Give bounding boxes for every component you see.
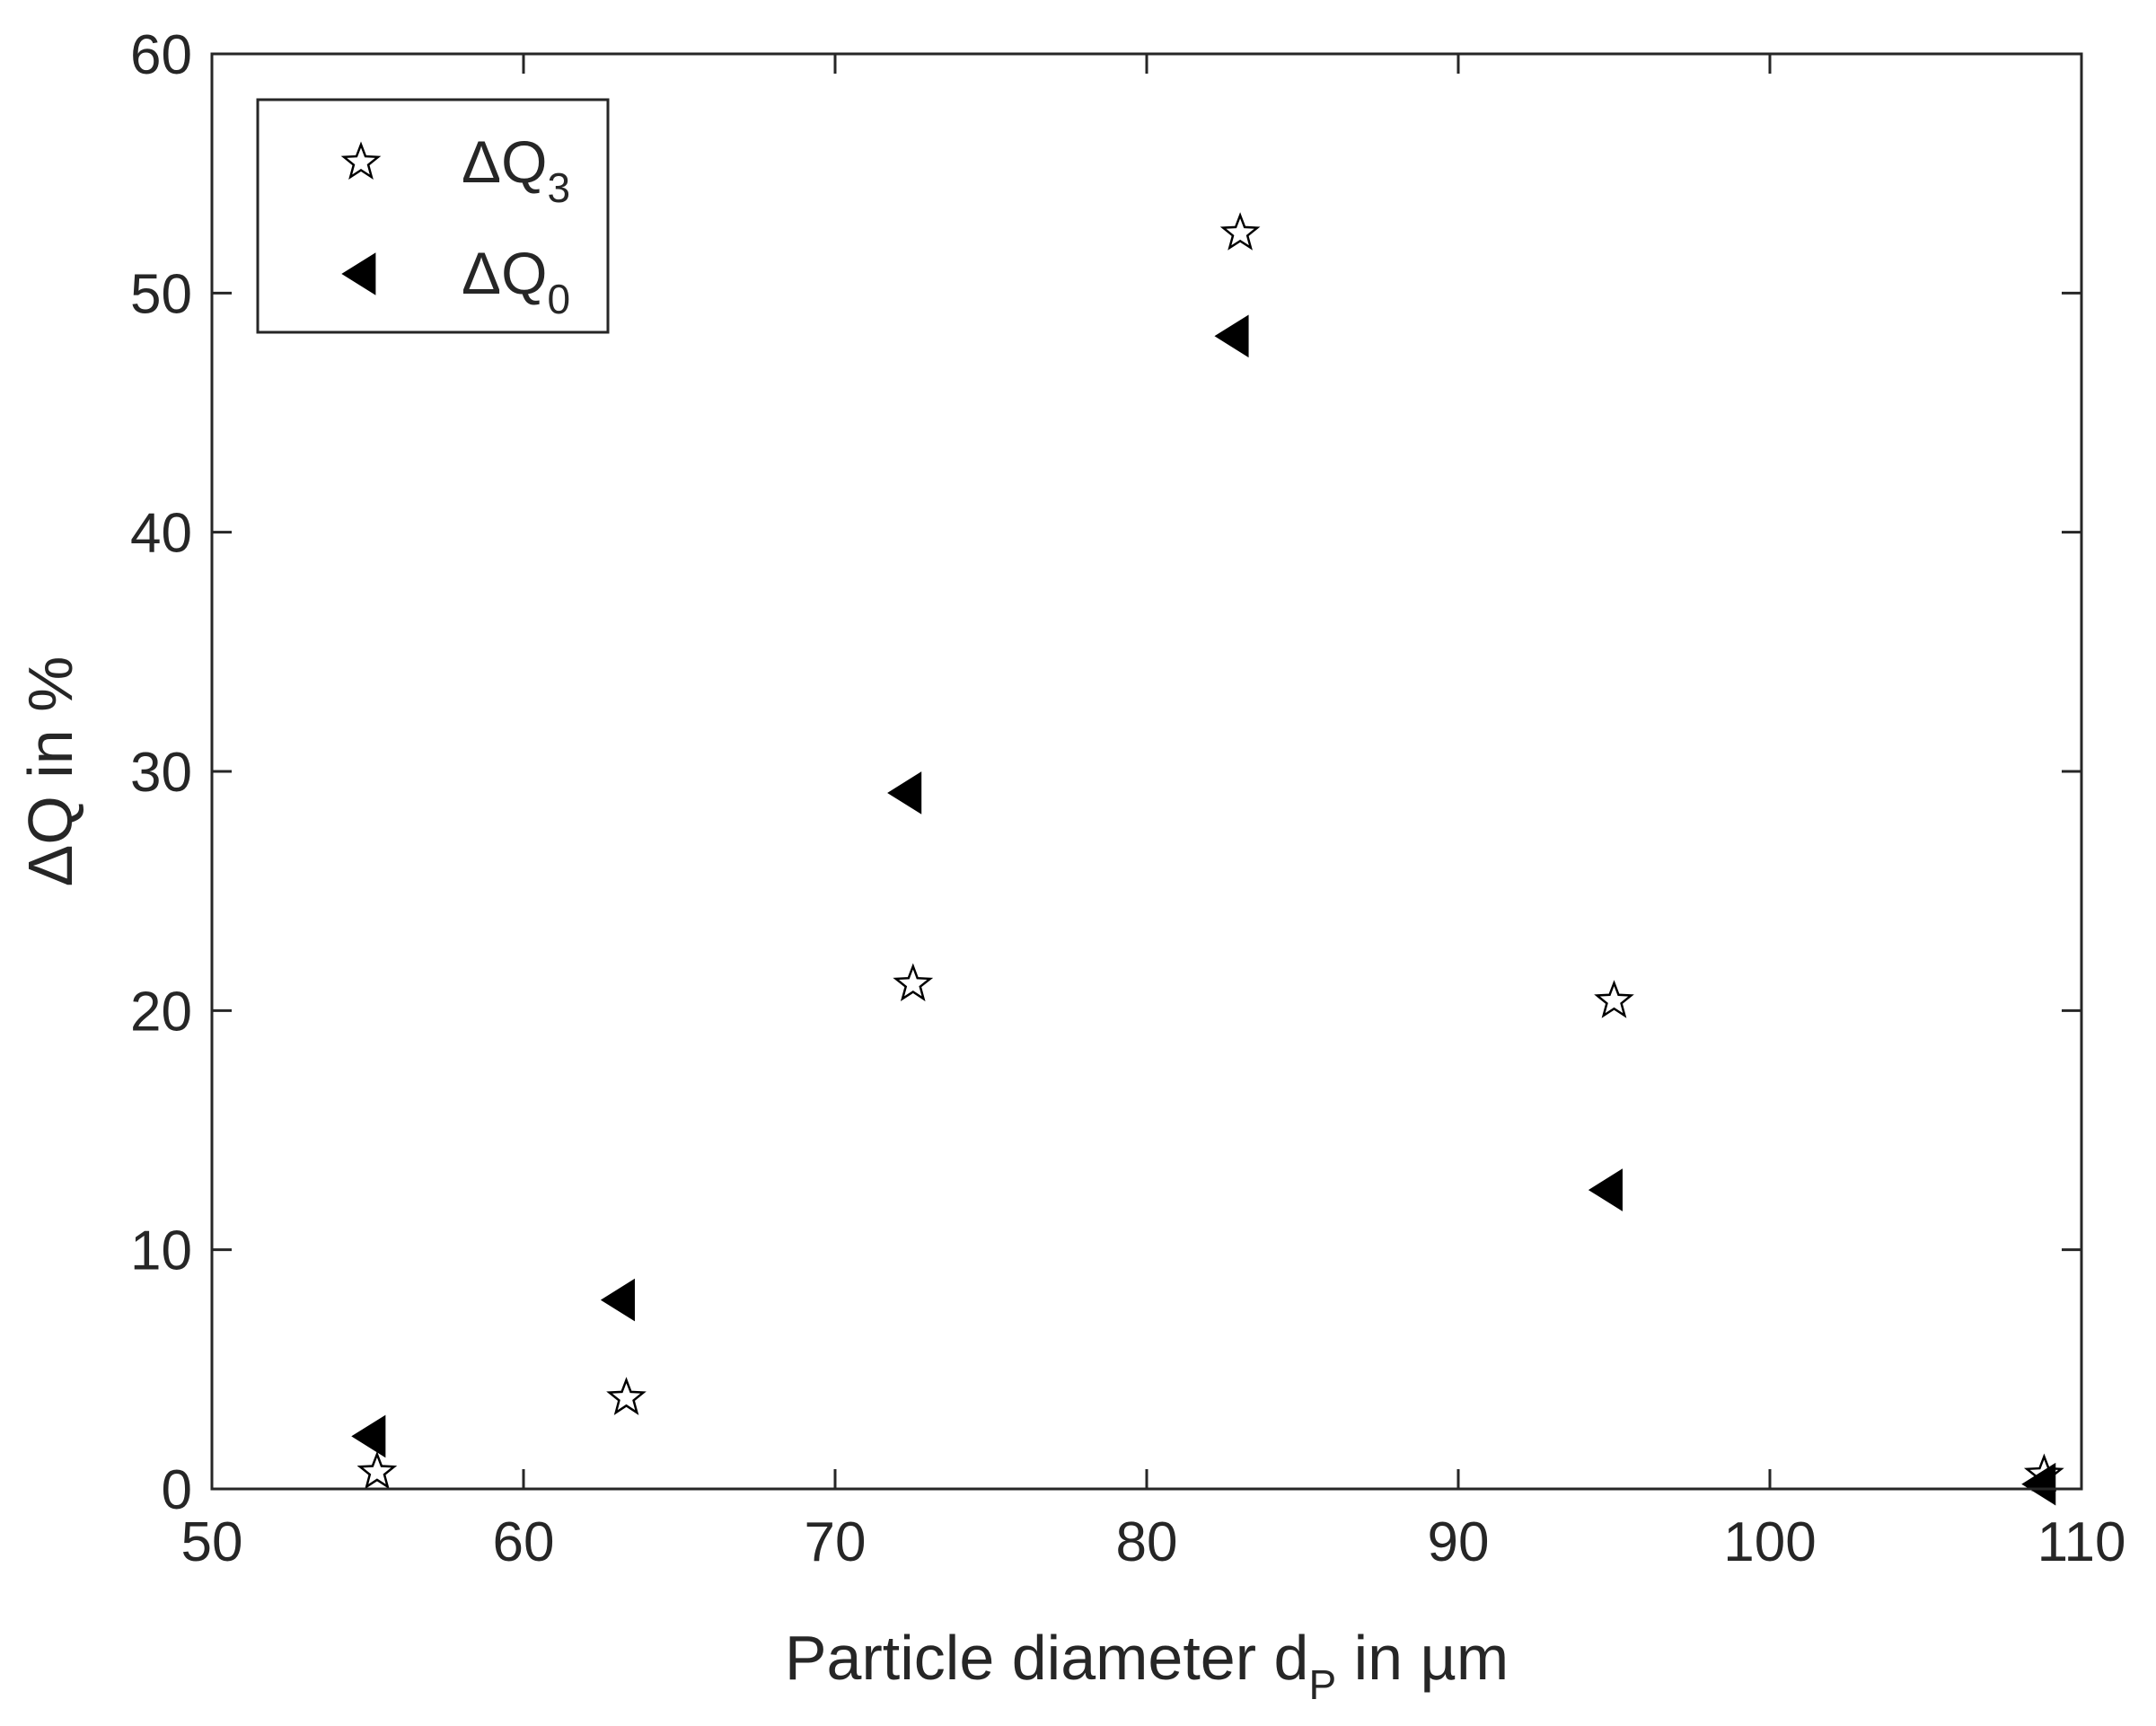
legend-label-series-1: ΔQ0 bbox=[462, 240, 570, 322]
y-tick-label: 60 bbox=[130, 24, 192, 86]
x-tick-label: 90 bbox=[1428, 1511, 1490, 1573]
x-tick-label: 80 bbox=[1116, 1511, 1178, 1573]
legend-box bbox=[256, 98, 610, 334]
x-axis-label: Particle diameter dP in µm bbox=[785, 1623, 1509, 1708]
y-tick-label: 30 bbox=[130, 742, 192, 804]
data-point-series-1 bbox=[600, 1278, 635, 1322]
y-tick-label: 50 bbox=[130, 263, 192, 325]
x-axis-label-tail: in µm bbox=[1336, 1623, 1509, 1693]
x-tick-label: 100 bbox=[1723, 1511, 1816, 1573]
data-point-series-1 bbox=[1214, 314, 1249, 358]
legend-label-series-0: ΔQ3 bbox=[462, 128, 570, 211]
x-tick-label: 60 bbox=[493, 1511, 555, 1573]
x-tick-label: 110 bbox=[2037, 1511, 2126, 1573]
legend-marker-series-1 bbox=[341, 252, 376, 295]
plot-area-frame bbox=[210, 52, 2083, 1491]
y-tick-label: 20 bbox=[130, 981, 192, 1043]
y-tick-label: 0 bbox=[162, 1459, 192, 1521]
x-axis-label-main: Particle diameter d bbox=[785, 1623, 1309, 1693]
axis-ticks: 50 60 70 80 90 100 110 0 10 20 30 40 50 60 bbox=[130, 24, 2125, 1573]
data-point-series-0 bbox=[356, 1450, 398, 1490]
data-point-series-1 bbox=[351, 1414, 386, 1458]
data-point-series-0 bbox=[1594, 980, 1634, 1018]
data-points bbox=[351, 212, 2064, 1506]
data-point-series-1 bbox=[887, 771, 922, 815]
x-tick-label: 50 bbox=[181, 1511, 243, 1573]
x-tick-label: 70 bbox=[805, 1511, 867, 1573]
y-tick-label: 10 bbox=[130, 1220, 192, 1282]
data-point-series-1 bbox=[1588, 1168, 1623, 1211]
y-axis-label: ΔQ in % bbox=[15, 656, 85, 887]
data-point-series-0 bbox=[893, 963, 934, 1002]
data-point-series-0 bbox=[606, 1377, 647, 1415]
legend-marker-series-0 bbox=[340, 141, 382, 181]
x-axis-label-subscript: P bbox=[1308, 1661, 1336, 1708]
data-point-series-0 bbox=[1219, 212, 1261, 251]
data-point-series-1 bbox=[2021, 1462, 2056, 1506]
y-tick-label: 40 bbox=[130, 503, 192, 565]
